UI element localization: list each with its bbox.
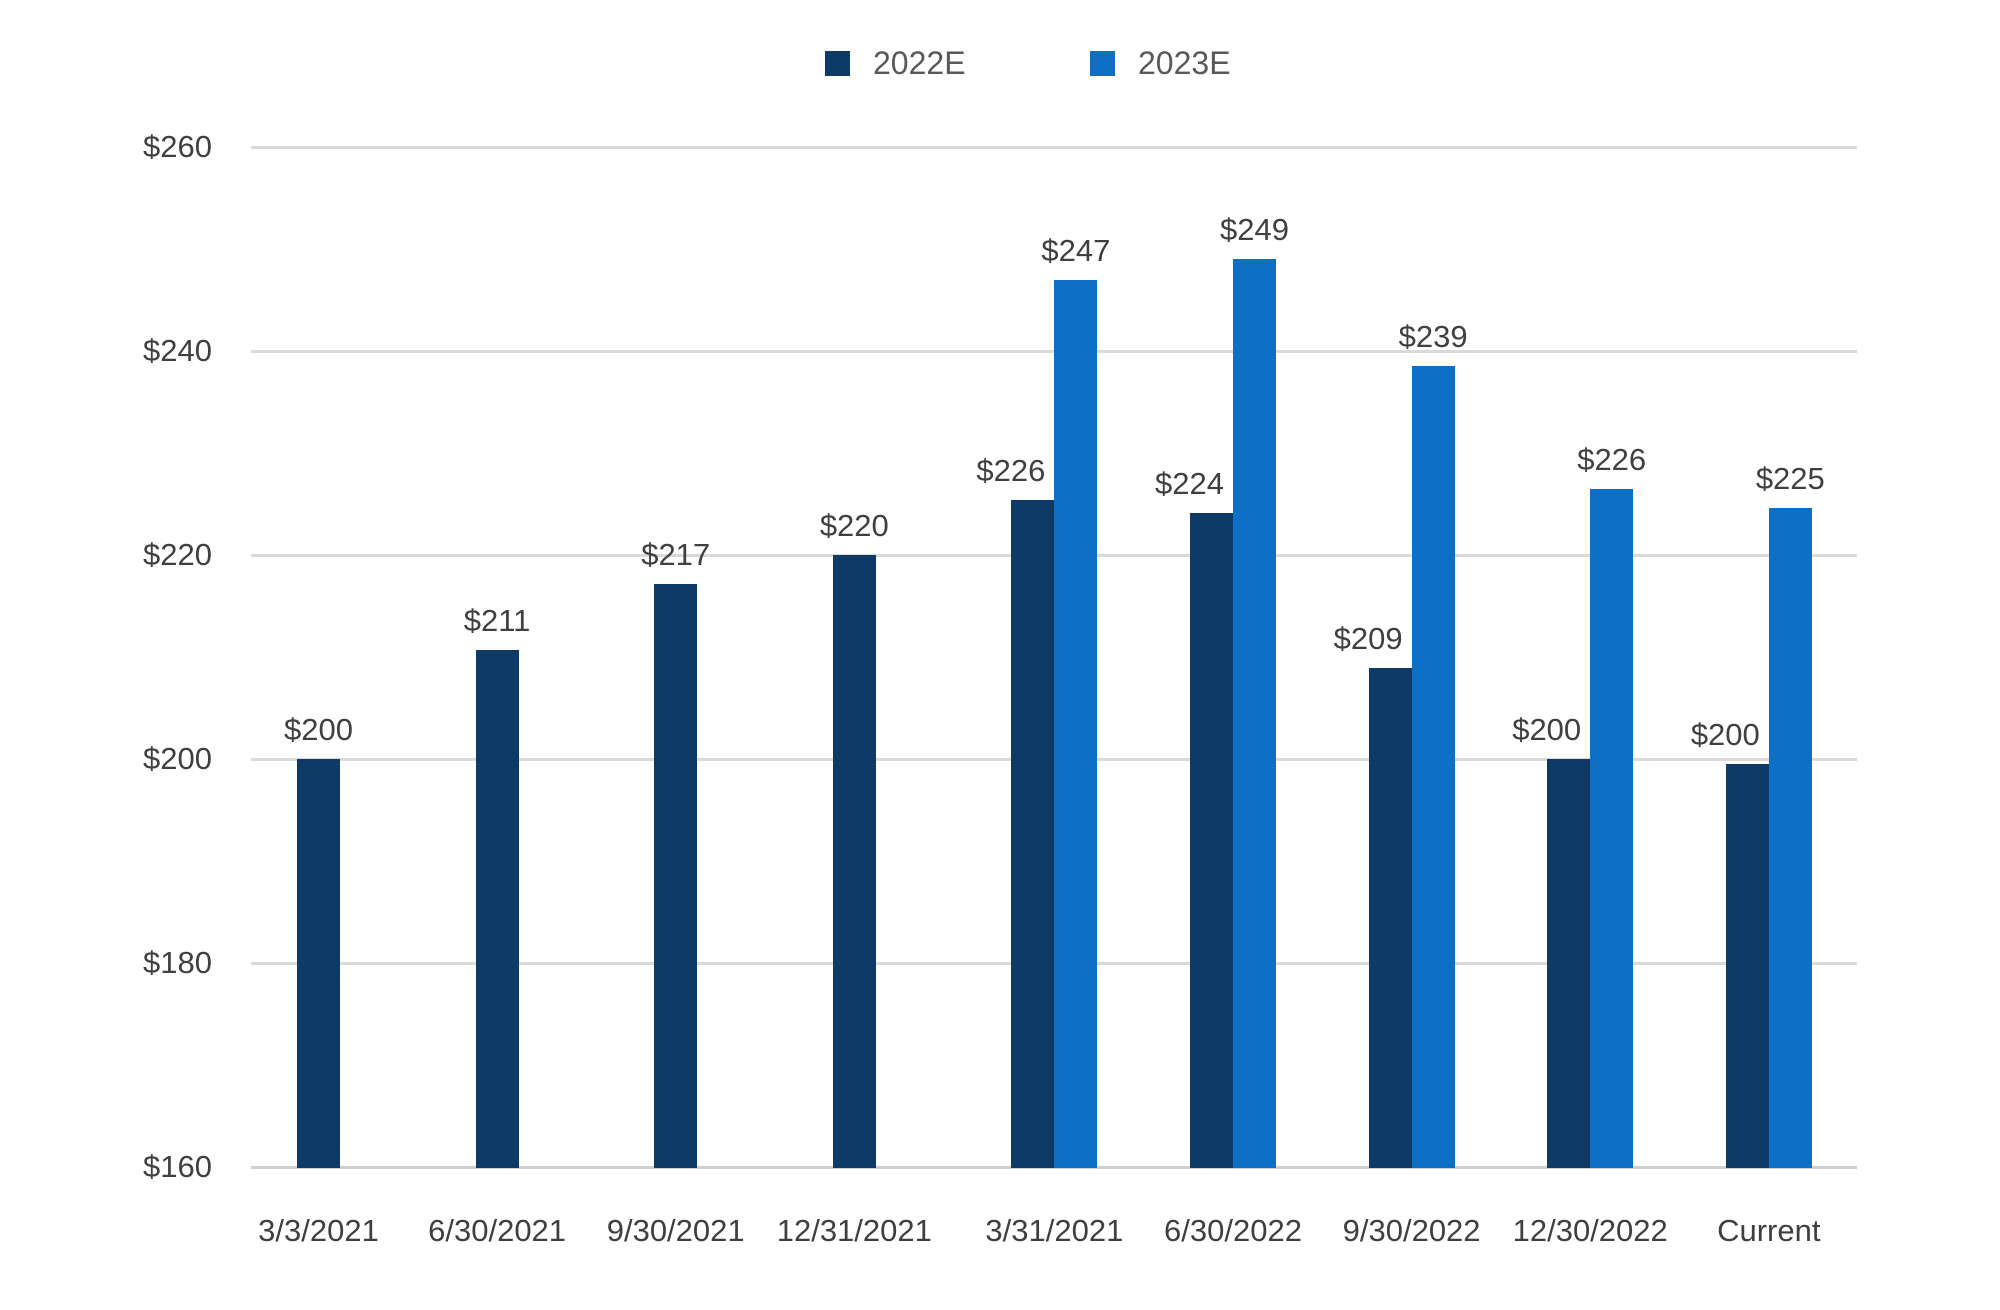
x-axis-label: 3/3/2021	[258, 1213, 379, 1248]
data-label-2022e: $224	[1155, 466, 1224, 502]
bar-2023e	[1233, 259, 1276, 1168]
gridline	[251, 146, 1857, 149]
bar-2023e	[1590, 488, 1634, 1168]
data-label-2022e: $226	[976, 452, 1046, 488]
data-label-2022e: $217	[641, 536, 711, 572]
bar-2023e	[1411, 366, 1455, 1168]
bar-2022e	[1725, 764, 1769, 1168]
data-label-2023e: $225	[1755, 461, 1825, 497]
bar-2022e	[832, 555, 876, 1168]
x-axis-label: 9/30/2021	[606, 1213, 745, 1248]
data-label-2022e: $200	[284, 712, 353, 747]
y-axis-tick-label: $220	[143, 537, 212, 572]
data-label-2022e: $220	[819, 508, 889, 543]
x-axis-label: 9/30/2022	[1342, 1213, 1481, 1248]
legend-swatch-2022e-icon	[825, 50, 850, 76]
gridline	[251, 350, 1857, 353]
legend-item-2022e: 2022E	[825, 38, 966, 88]
data-label-2023e: $239	[1398, 319, 1468, 355]
x-axis-label: 6/30/2021	[428, 1213, 567, 1248]
bar-2022e	[1547, 759, 1591, 1168]
x-axis-label: Current	[1717, 1213, 1821, 1248]
data-label-2022e: $200	[1690, 717, 1760, 753]
bar-2023e	[1768, 508, 1812, 1168]
bar-2022e	[1190, 513, 1233, 1168]
x-axis-label: 3/31/2021	[985, 1213, 1124, 1248]
bar-2023e	[1054, 279, 1098, 1168]
data-label-2022e: $200	[1512, 712, 1582, 747]
y-axis-tick-label: $160	[143, 1149, 212, 1184]
bar-2022e	[1368, 668, 1412, 1168]
bar-2022e	[475, 649, 519, 1168]
y-axis-tick-label: $260	[143, 129, 212, 164]
x-axis-label: 12/30/2022	[1512, 1213, 1668, 1248]
y-axis-tick-label: $240	[143, 333, 212, 368]
legend-label-2023e: 2023E	[1138, 44, 1231, 81]
bar-2022e	[297, 759, 340, 1168]
y-axis-tick-label: $200	[143, 741, 212, 776]
x-axis-label: 6/30/2022	[1164, 1213, 1302, 1248]
legend-label-2022e: 2022E	[873, 44, 966, 81]
data-label-2022e: $209	[1333, 621, 1403, 657]
y-axis-tick-label: $180	[143, 945, 212, 980]
bar-2022e	[654, 583, 698, 1168]
bar-2022e	[1011, 499, 1055, 1168]
data-label-2023e: $226	[1577, 441, 1647, 477]
data-label-2023e: $249	[1220, 212, 1289, 248]
x-axis-label: 12/31/2021	[776, 1213, 932, 1248]
legend-swatch-2023e-icon	[1090, 50, 1115, 76]
data-label-2023e: $247	[1041, 232, 1111, 268]
data-label-2022e: $211	[463, 602, 531, 638]
legend-item-2023e: 2023E	[1090, 38, 1231, 88]
